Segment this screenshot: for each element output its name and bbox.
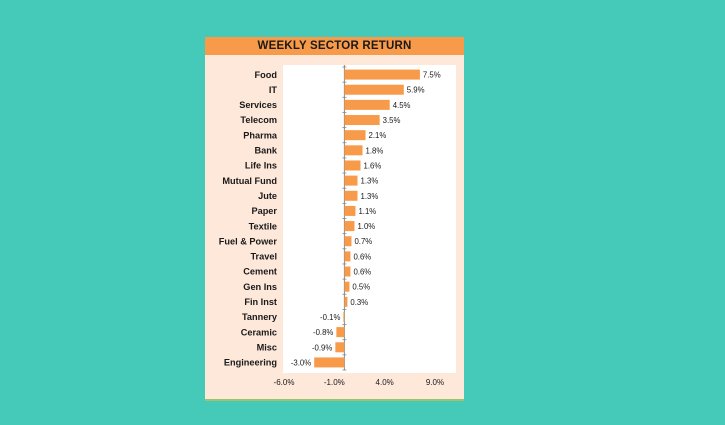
bar (344, 205, 356, 216)
data-label: 7.5% (423, 71, 441, 80)
category-label: Paper (251, 206, 277, 216)
bar (344, 296, 348, 307)
data-label: 3.5% (383, 116, 401, 125)
data-label: -0.1% (320, 313, 340, 322)
category-label: Life Ins (245, 161, 277, 171)
category-label: Mutual Fund (222, 176, 277, 186)
data-label: 1.8% (366, 146, 384, 155)
bar (344, 190, 358, 201)
bottom-divider (205, 399, 464, 401)
data-label: -3.0% (291, 358, 311, 367)
bar (344, 281, 350, 292)
data-label: 2.1% (369, 131, 387, 140)
category-label: Fin Inst (244, 297, 277, 307)
x-tick-label: -1.0% (324, 378, 345, 387)
chart-card: WEEKLY SECTOR RETURN Food 7.5% IT 5.9% Servi… (205, 37, 464, 401)
category-label: Gen Ins (243, 282, 277, 292)
data-label: 0.6% (353, 268, 371, 277)
data-label: 5.9% (407, 86, 425, 95)
category-label: Food (255, 70, 277, 80)
data-label: 0.5% (352, 283, 370, 292)
category-label: Textile (249, 221, 277, 231)
category-label: Jute (258, 191, 277, 201)
data-label: 0.7% (354, 237, 372, 246)
bar (344, 69, 420, 80)
category-label: Pharma (243, 130, 278, 140)
category-label: Bank (255, 146, 278, 156)
data-label: 0.3% (350, 298, 368, 307)
bar (335, 342, 345, 353)
bar (344, 221, 355, 232)
data-label: 1.1% (358, 207, 376, 216)
bar (314, 357, 345, 368)
category-label: Ceramic (241, 327, 277, 337)
bar (336, 327, 345, 338)
category-label: Services (239, 100, 277, 110)
data-label: 1.3% (360, 192, 378, 201)
x-tick-label: 4.0% (376, 378, 394, 387)
category-label: Telecom (240, 115, 277, 125)
bar (344, 99, 390, 110)
data-label: 0.6% (353, 252, 371, 261)
bar (344, 236, 352, 247)
x-tick-label: 9.0% (426, 378, 444, 387)
chart-title: WEEKLY SECTOR RETURN (205, 37, 464, 55)
bar (344, 251, 351, 262)
data-label: 1.3% (360, 177, 378, 186)
data-label: 1.6% (364, 161, 382, 170)
data-label: -0.9% (312, 343, 332, 352)
category-label: Engineering (224, 358, 277, 368)
category-label: IT (269, 85, 278, 95)
category-label: Cement (243, 267, 277, 277)
bar (344, 84, 404, 95)
category-label: Tannery (242, 312, 278, 322)
bar (344, 145, 363, 156)
bar (344, 175, 358, 186)
x-tick-label: -6.0% (274, 378, 295, 387)
bar (343, 311, 345, 322)
category-label: Travel (250, 252, 277, 262)
category-label: Misc (257, 342, 277, 352)
bar (344, 160, 361, 171)
bar (344, 115, 380, 126)
data-label: 1.0% (357, 222, 375, 231)
bar-chart: Food 7.5% IT 5.9% Services 4.5% Telecom 3.5% Pha… (219, 65, 444, 387)
data-label: -0.8% (313, 328, 333, 337)
bar (344, 266, 351, 277)
category-label: Fuel & Power (219, 236, 278, 246)
bar (344, 130, 366, 141)
data-label: 4.5% (393, 101, 411, 110)
